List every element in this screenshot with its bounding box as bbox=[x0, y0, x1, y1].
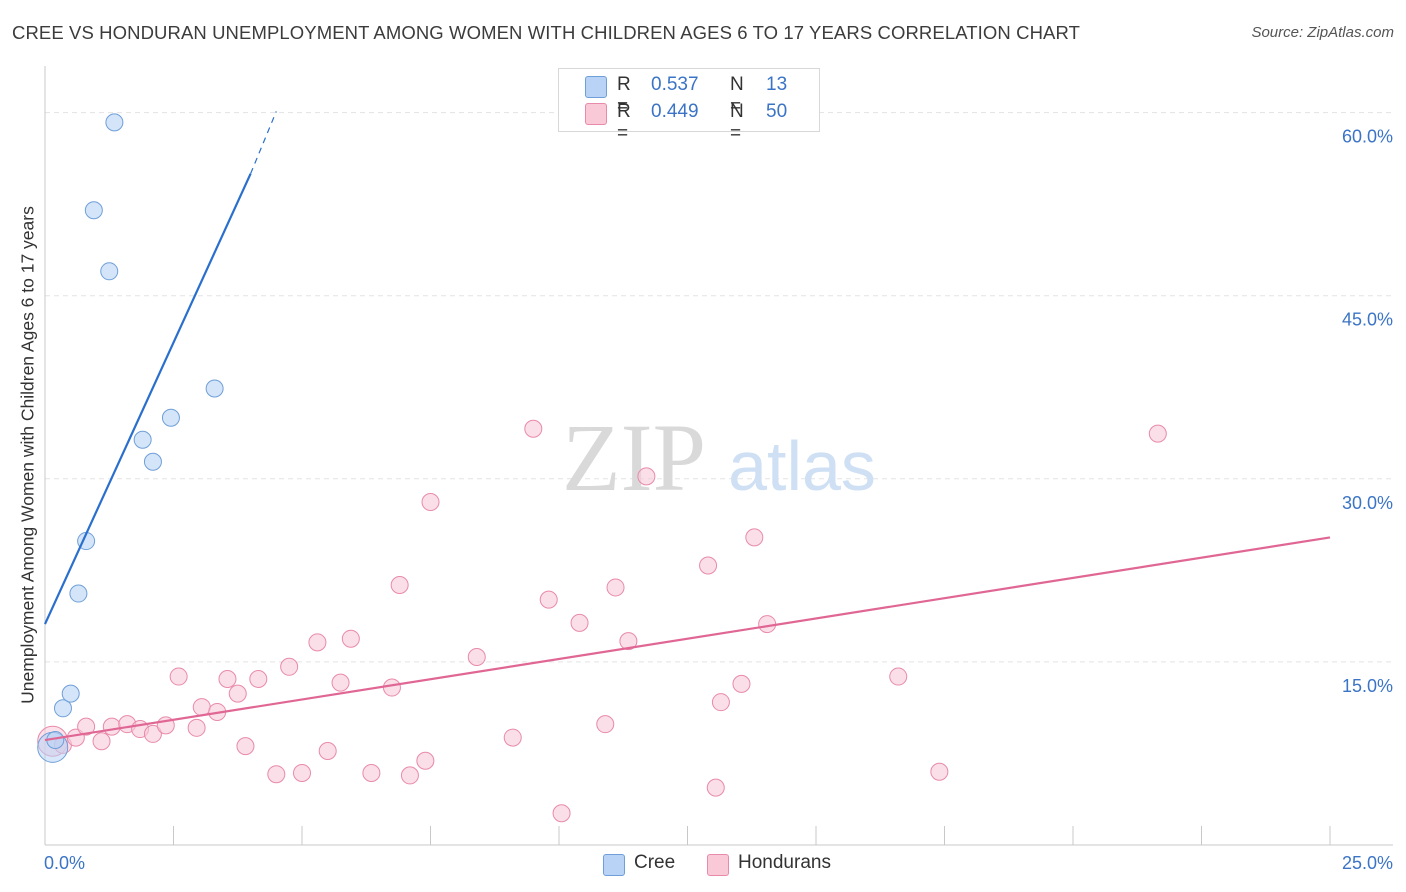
cree-point bbox=[84, 201, 103, 220]
source-label: Source: ZipAtlas.com bbox=[1251, 24, 1394, 41]
honduran-point bbox=[280, 657, 299, 676]
honduran-point bbox=[236, 737, 255, 756]
honduran-point bbox=[218, 669, 237, 688]
honduran-point bbox=[77, 717, 96, 736]
honduran-point bbox=[711, 693, 730, 712]
cree-point bbox=[69, 584, 88, 603]
hondurans-swatch bbox=[585, 103, 607, 125]
honduran-point bbox=[390, 576, 409, 595]
y-tick-label: 45.0% bbox=[1342, 310, 1393, 330]
honduran-point bbox=[267, 765, 286, 784]
honduran-point bbox=[539, 590, 558, 609]
honduran-point bbox=[619, 632, 638, 651]
honduran-point bbox=[228, 684, 247, 703]
honduran-point bbox=[570, 613, 589, 632]
cree-point bbox=[53, 699, 72, 718]
honduran-point bbox=[249, 669, 268, 688]
cree-point bbox=[161, 408, 180, 427]
cree-n-label: N = bbox=[730, 74, 744, 117]
hondurans-n-value: 50 bbox=[766, 101, 788, 122]
chart-title: CREE VS HONDURAN UNEMPLOYMENT AMONG WOME… bbox=[12, 22, 1080, 43]
honduran-point bbox=[102, 717, 121, 736]
cree-point bbox=[133, 430, 152, 449]
honduran-point bbox=[606, 578, 625, 597]
cree-point bbox=[61, 684, 80, 703]
watermark-zip: ZIP bbox=[562, 404, 706, 511]
data-points bbox=[37, 113, 1167, 823]
hondurans-n-label: N = bbox=[730, 101, 744, 144]
y-axis-label: Unemployment Among Women with Children A… bbox=[17, 206, 38, 704]
hondurans-r-label: R = bbox=[617, 101, 631, 144]
hondurans-legend-swatch bbox=[707, 854, 729, 876]
x-tick-label-max: 25.0% bbox=[1342, 853, 1393, 873]
cree-legend-label: Cree bbox=[634, 852, 676, 873]
y-tick-label: 30.0% bbox=[1342, 493, 1393, 513]
honduran-point bbox=[293, 763, 311, 782]
honduran-point bbox=[421, 493, 440, 512]
hondurans-r-value: 0.449 bbox=[651, 101, 699, 122]
honduran-point bbox=[318, 742, 337, 761]
cree-point bbox=[205, 379, 224, 398]
honduran-trendline bbox=[44, 536, 1331, 742]
honduran-point bbox=[758, 615, 777, 634]
honduran-point bbox=[889, 667, 908, 686]
honduran-point bbox=[732, 674, 751, 693]
honduran-point bbox=[362, 763, 381, 782]
honduran-point bbox=[341, 629, 360, 648]
stats-legend: R = 0.537 N = 13 R = 0.449 N = 50 bbox=[558, 68, 820, 144]
honduran-point bbox=[699, 556, 718, 575]
honduran-point bbox=[187, 718, 206, 737]
honduran-point bbox=[382, 678, 401, 697]
axes bbox=[44, 66, 1393, 846]
watermark: ZIP atlas bbox=[562, 404, 876, 511]
watermark-atlas: atlas bbox=[728, 427, 876, 505]
cree-r-label: R = bbox=[617, 74, 631, 117]
honduran-point bbox=[308, 633, 327, 652]
honduran-point bbox=[416, 751, 435, 770]
honduran-point bbox=[930, 762, 949, 781]
tick-labels: 15.0% 30.0% 45.0% 60.0% 0.0% 25.0% bbox=[44, 127, 1393, 873]
honduran-point bbox=[169, 667, 188, 686]
honduran-point bbox=[467, 648, 486, 667]
cree-point bbox=[105, 113, 124, 132]
honduran-point bbox=[552, 804, 571, 823]
honduran-point bbox=[637, 467, 656, 486]
honduran-point bbox=[524, 419, 543, 438]
cree-trendline bbox=[43, 173, 252, 625]
cree-point bbox=[143, 452, 162, 471]
honduran-point bbox=[331, 673, 350, 692]
honduran-point bbox=[1148, 424, 1167, 443]
honduran-point bbox=[706, 778, 725, 797]
honduran-point bbox=[143, 724, 162, 743]
trendlines bbox=[43, 111, 1331, 742]
honduran-point bbox=[596, 715, 615, 734]
honduran-point bbox=[503, 728, 522, 747]
cree-n-value: 13 bbox=[766, 74, 788, 95]
cree-point bbox=[100, 262, 119, 281]
y-tick-label: 60.0% bbox=[1342, 127, 1393, 147]
cree-legend-swatch bbox=[603, 854, 625, 876]
honduran-point bbox=[400, 766, 419, 785]
hondurans-legend-label: Hondurans bbox=[738, 852, 831, 873]
gridlines bbox=[45, 112, 1393, 663]
cree-r-value: 0.537 bbox=[651, 74, 699, 95]
y-tick-label: 15.0% bbox=[1342, 676, 1393, 696]
honduran-point bbox=[192, 698, 211, 717]
honduran-point bbox=[745, 528, 764, 547]
x-tick-label-min: 0.0% bbox=[44, 853, 85, 873]
cree-trendline-extension bbox=[250, 111, 277, 174]
honduran-point bbox=[92, 732, 111, 751]
cree-swatch bbox=[585, 76, 607, 98]
